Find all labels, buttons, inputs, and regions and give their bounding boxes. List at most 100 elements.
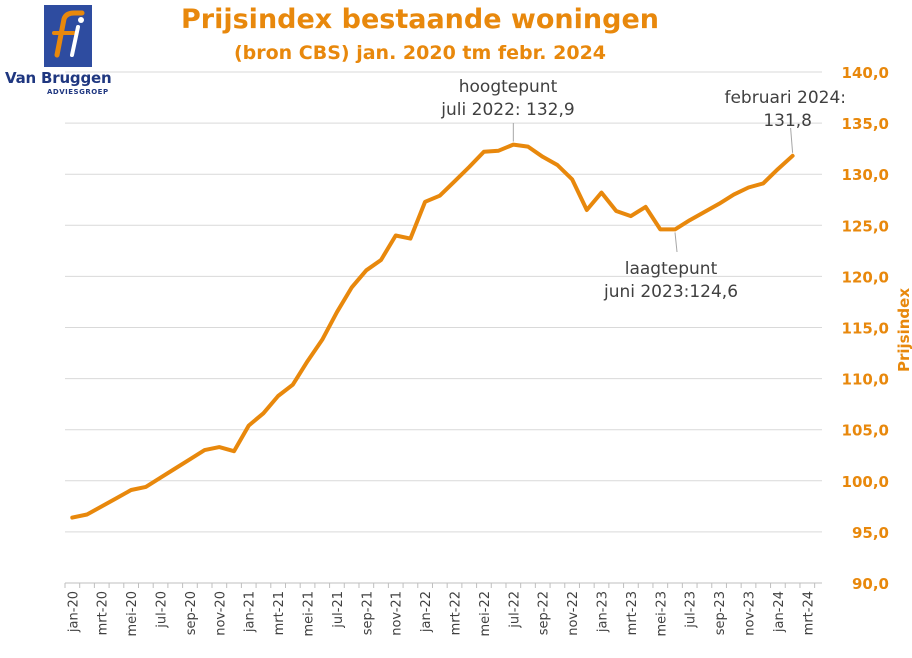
data-point bbox=[732, 193, 736, 197]
x-tick-label: mei-23 bbox=[654, 591, 669, 637]
x-tick-label: mei-22 bbox=[478, 591, 493, 637]
x-tick-label: jul-20 bbox=[155, 591, 170, 629]
data-point bbox=[776, 167, 780, 171]
data-point bbox=[408, 237, 412, 241]
x-tick-label: jan-23 bbox=[596, 591, 611, 633]
x-tick-label: mrt-23 bbox=[625, 591, 640, 635]
data-point bbox=[761, 181, 765, 185]
data-point bbox=[144, 485, 148, 489]
data-point bbox=[188, 457, 192, 461]
x-tick-label: nov-23 bbox=[743, 591, 758, 636]
chart-subtitle: (bron CBS) jan. 2020 tm febr. 2024 bbox=[233, 42, 607, 64]
data-point bbox=[261, 411, 265, 415]
y-tick-label: 120,0 bbox=[842, 268, 889, 286]
data-point bbox=[394, 234, 398, 238]
x-tick-label: jan-24 bbox=[772, 591, 787, 633]
data-point bbox=[291, 383, 295, 387]
annotation-high-value: juli 2022: 132,9 bbox=[440, 100, 574, 120]
annotation-low-value: juni 2023:124,6 bbox=[603, 282, 738, 302]
data-point bbox=[232, 449, 236, 453]
data-point bbox=[614, 209, 618, 213]
data-point bbox=[482, 150, 486, 154]
y-tick-label: 95,0 bbox=[852, 524, 889, 542]
x-tick-label: sep-21 bbox=[360, 591, 375, 635]
annotation-last-value: 131,8 bbox=[763, 111, 812, 131]
data-point bbox=[644, 205, 648, 209]
x-tick-label: nov-21 bbox=[390, 591, 405, 636]
logo-name: Van Bruggen bbox=[5, 69, 112, 87]
y-tick-label: 100,0 bbox=[842, 473, 889, 491]
data-point bbox=[379, 258, 383, 262]
data-point bbox=[364, 268, 368, 272]
x-tick-label: mrt-22 bbox=[449, 591, 464, 635]
annotation-low-title: laagtepunt bbox=[625, 259, 718, 279]
company-logo-icon bbox=[44, 5, 92, 67]
x-tick-label: mrt-20 bbox=[96, 591, 111, 635]
x-tick-label: sep-20 bbox=[184, 591, 199, 635]
data-point bbox=[100, 504, 104, 508]
logo-subtitle: ADVIESGROEP bbox=[47, 88, 109, 96]
data-point bbox=[673, 227, 677, 231]
data-point bbox=[247, 424, 251, 428]
y-tick-label: 90,0 bbox=[852, 575, 889, 593]
data-point bbox=[497, 149, 501, 153]
data-point bbox=[702, 210, 706, 214]
data-point bbox=[570, 177, 574, 181]
data-point bbox=[791, 154, 795, 158]
data-point bbox=[600, 191, 604, 195]
y-tick-label: 110,0 bbox=[842, 371, 889, 389]
data-point bbox=[467, 165, 471, 169]
data-point bbox=[629, 214, 633, 218]
x-tick-label: nov-22 bbox=[566, 591, 581, 636]
data-point bbox=[511, 143, 515, 147]
x-tick-label: jul-23 bbox=[684, 591, 699, 629]
x-tick-label: sep-23 bbox=[713, 591, 728, 635]
y-tick-label: 115,0 bbox=[842, 320, 889, 338]
data-point bbox=[658, 227, 662, 231]
data-point bbox=[159, 476, 163, 480]
data-point bbox=[423, 200, 427, 204]
y-axis-title: Prijsindex bbox=[895, 288, 912, 372]
data-point bbox=[350, 286, 354, 290]
data-point bbox=[129, 488, 133, 492]
chart-title: Prijsindex bestaande woningen bbox=[181, 4, 659, 35]
y-tick-label: 130,0 bbox=[842, 166, 889, 184]
data-point bbox=[747, 186, 751, 190]
x-tick-label: mei-21 bbox=[302, 591, 317, 637]
data-point bbox=[585, 208, 589, 212]
data-point bbox=[70, 516, 74, 520]
data-point bbox=[320, 338, 324, 342]
data-point bbox=[114, 496, 118, 500]
data-point bbox=[541, 155, 545, 159]
annotation-last-title: februari 2024: bbox=[724, 88, 846, 108]
annotation-leader bbox=[674, 232, 678, 253]
data-point bbox=[453, 179, 457, 183]
y-tick-label: 140,0 bbox=[842, 64, 889, 82]
annotation-leader bbox=[790, 127, 794, 153]
data-point bbox=[717, 202, 721, 206]
x-tick-label: mrt-24 bbox=[801, 591, 816, 635]
y-tick-label: 135,0 bbox=[842, 115, 889, 133]
data-point bbox=[555, 163, 559, 167]
data-point bbox=[85, 513, 89, 517]
annotation-high-title: hoogtepunt bbox=[459, 77, 558, 97]
y-tick-label: 125,0 bbox=[842, 217, 889, 235]
data-point bbox=[276, 394, 280, 398]
series-line bbox=[70, 142, 795, 520]
x-tick-label: mei-20 bbox=[125, 591, 140, 637]
data-point bbox=[217, 445, 221, 449]
x-tick-label: jul-21 bbox=[331, 591, 346, 629]
x-tick-label: jan-20 bbox=[66, 591, 81, 633]
x-tick-label: jan-22 bbox=[419, 591, 434, 633]
x-tick-label: jul-22 bbox=[507, 591, 522, 629]
data-point bbox=[306, 359, 310, 363]
y-tick-label: 105,0 bbox=[842, 422, 889, 440]
x-tick-label: sep-22 bbox=[537, 591, 552, 635]
x-tick-label: nov-20 bbox=[213, 591, 228, 636]
x-tick-label: mrt-21 bbox=[272, 591, 287, 635]
data-point bbox=[688, 218, 692, 222]
data-point bbox=[438, 194, 442, 198]
data-point bbox=[203, 448, 207, 452]
data-point bbox=[335, 310, 339, 314]
